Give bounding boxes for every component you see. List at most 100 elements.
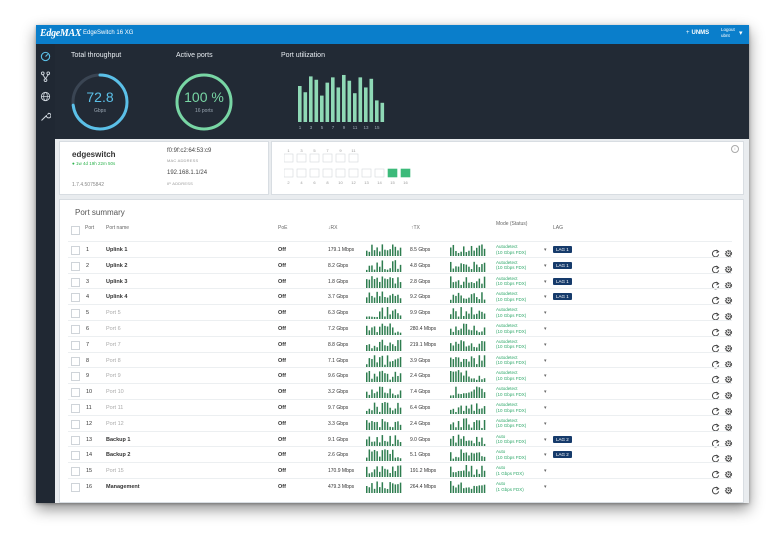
chevron-down-icon[interactable]: ▾ <box>544 326 547 332</box>
port-mode[interactable]: Auto (10 Gbps FDX) <box>496 449 526 460</box>
chevron-down-icon[interactable]: ▾ <box>544 468 547 475</box>
port-mode[interactable]: Autodetect (10 Gbps FDX) <box>496 260 526 271</box>
col-poe[interactable]: PoE <box>278 225 288 231</box>
port-mode[interactable]: Autodetect (10 Gbps FDX) <box>496 244 526 255</box>
port-mode[interactable]: Auto (1 Gbps FDX) <box>496 481 524 492</box>
gear-icon[interactable] <box>724 308 733 321</box>
restart-icon[interactable] <box>711 340 720 353</box>
row-checkbox[interactable] <box>71 467 80 477</box>
port-map-port-9[interactable] <box>335 153 346 163</box>
col-rx[interactable]: ↓RX <box>328 225 338 231</box>
restart-icon[interactable] <box>711 466 720 479</box>
col-mode[interactable]: Mode (Status) <box>496 221 528 227</box>
restart-icon[interactable] <box>711 277 720 289</box>
row-checkbox[interactable] <box>71 309 80 319</box>
port-map-port-16[interactable] <box>400 168 411 178</box>
port-map-port-3[interactable] <box>296 153 307 163</box>
restart-icon[interactable] <box>711 403 720 416</box>
port-map-port-14[interactable] <box>374 168 385 178</box>
gear-icon[interactable] <box>724 403 733 416</box>
port-name[interactable]: Port 9 <box>106 373 121 380</box>
restart-icon[interactable] <box>711 324 720 337</box>
port-name[interactable]: Uplink 4 <box>106 294 128 301</box>
col-port-name[interactable]: Port name <box>106 225 130 231</box>
gear-icon[interactable] <box>724 245 733 258</box>
restart-icon[interactable] <box>711 371 720 384</box>
user-menu[interactable]: Logout ubnt <box>721 27 735 38</box>
chevron-down-icon[interactable]: ▾ <box>544 405 547 411</box>
port-mode[interactable]: Autodetect (10 Gbps FDX) <box>496 355 526 366</box>
port-map-port-6[interactable] <box>309 168 320 178</box>
restart-icon[interactable] <box>711 292 720 305</box>
chevron-down-icon[interactable]: ▾ <box>544 357 547 364</box>
port-name[interactable]: Port 6 <box>106 326 121 332</box>
port-name[interactable]: Uplink 3 <box>106 278 128 285</box>
port-map-port-1[interactable] <box>284 153 294 163</box>
restart-icon[interactable] <box>711 419 720 432</box>
port-name[interactable]: Port 5 <box>106 310 121 317</box>
row-checkbox[interactable] <box>71 483 80 492</box>
row-checkbox[interactable] <box>71 356 80 366</box>
chevron-down-icon[interactable]: ▾ <box>544 341 547 348</box>
port-name[interactable]: Port 7 <box>106 341 121 348</box>
port-name[interactable]: Port 8 <box>106 357 121 364</box>
restart-icon[interactable] <box>711 261 720 274</box>
port-name[interactable]: Uplink 1 <box>106 247 128 253</box>
gear-icon[interactable] <box>724 356 733 368</box>
chevron-down-icon[interactable]: ▾ <box>544 373 547 380</box>
port-map-port-8[interactable] <box>322 168 333 178</box>
port-map-port-15[interactable] <box>387 168 398 178</box>
gear-icon[interactable] <box>724 292 733 305</box>
port-name[interactable]: Uplink 2 <box>106 262 128 269</box>
port-map-port-13[interactable] <box>361 168 372 178</box>
gear-icon[interactable] <box>724 419 733 431</box>
port-name[interactable]: Port 15 <box>106 468 124 475</box>
port-map-port-10[interactable] <box>335 168 346 178</box>
chevron-down-icon[interactable]: ▾ <box>544 389 547 396</box>
dashboard-icon[interactable] <box>40 51 51 62</box>
port-name[interactable]: Port 10 <box>106 389 124 396</box>
port-mode[interactable]: Autodetect (10 Gbps FDX) <box>496 386 526 397</box>
gear-icon[interactable] <box>724 324 733 337</box>
gear-icon[interactable] <box>724 435 733 447</box>
row-checkbox[interactable] <box>71 261 80 271</box>
chevron-down-icon[interactable]: ▾ <box>544 420 547 427</box>
port-mode[interactable]: Autodetect (10 Gbps FDX) <box>496 291 526 302</box>
row-checkbox[interactable] <box>71 246 80 255</box>
info-icon[interactable]: i <box>731 145 739 153</box>
chevron-down-icon[interactable]: ▾ <box>544 278 547 285</box>
port-map-port-2[interactable] <box>284 168 294 178</box>
unms-button[interactable]: + UNMS <box>686 30 709 36</box>
globe-icon[interactable] <box>40 91 51 102</box>
chevron-down-icon[interactable]: ▾ <box>739 30 743 37</box>
row-checkbox[interactable] <box>71 451 80 461</box>
chevron-down-icon[interactable]: ▾ <box>544 262 547 269</box>
chevron-down-icon[interactable]: ▾ <box>544 436 547 443</box>
chevron-down-icon[interactable]: ▾ <box>544 294 547 301</box>
restart-icon[interactable] <box>711 308 720 321</box>
row-checkbox[interactable] <box>71 293 80 303</box>
gear-icon[interactable] <box>724 387 733 400</box>
restart-icon[interactable] <box>711 482 720 495</box>
row-checkbox[interactable] <box>71 404 80 413</box>
port-map-port-4[interactable] <box>296 168 307 178</box>
gear-icon[interactable] <box>724 277 733 289</box>
port-name[interactable]: Backup 1 <box>106 436 131 443</box>
col-lag[interactable]: LAG <box>553 225 564 231</box>
row-checkbox[interactable] <box>71 277 80 287</box>
col-tx[interactable]: ↑TX <box>411 225 420 231</box>
gear-icon[interactable] <box>724 261 733 273</box>
port-mode[interactable]: Autodetect (10 Gbps FDX) <box>496 370 526 381</box>
port-map-port-5[interactable] <box>309 153 320 163</box>
port-mode[interactable]: Auto (10 Gbps FDX) <box>496 434 526 445</box>
restart-icon[interactable] <box>711 435 720 447</box>
gear-icon[interactable] <box>724 466 733 479</box>
restart-icon[interactable] <box>711 450 720 463</box>
chevron-down-icon[interactable]: ▾ <box>544 452 547 459</box>
select-all-checkbox[interactable] <box>71 226 80 235</box>
gear-icon[interactable] <box>724 340 733 352</box>
col-port[interactable]: Port <box>85 225 95 231</box>
port-map-port-11[interactable] <box>348 153 359 163</box>
port-name[interactable]: Port 11 <box>106 405 124 411</box>
port-mode[interactable]: Autodetect (10 Gbps FDX) <box>496 402 526 413</box>
